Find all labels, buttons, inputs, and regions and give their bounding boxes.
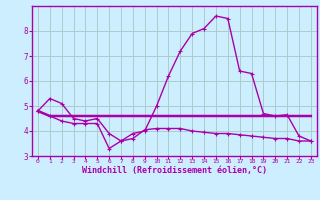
X-axis label: Windchill (Refroidissement éolien,°C): Windchill (Refroidissement éolien,°C) (82, 166, 267, 175)
